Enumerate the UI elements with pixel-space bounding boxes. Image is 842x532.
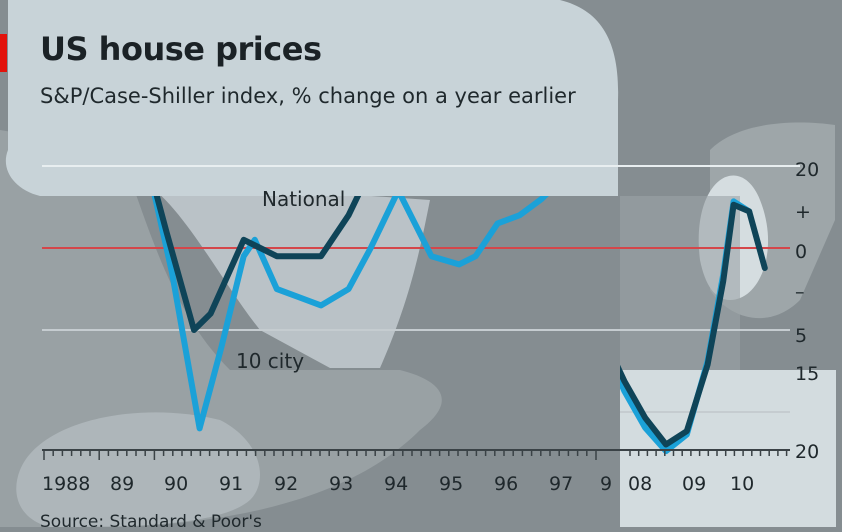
- chart-source: Source: Standard & Poor's: [40, 512, 262, 532]
- y-tick-label: 20: [795, 159, 819, 181]
- series-national-2007-10-line: [620, 201, 768, 448]
- series-national-line: [153, 196, 362, 333]
- chart-title: US house prices: [40, 30, 322, 68]
- x-tick-label: 92: [274, 473, 298, 495]
- x-tick-label: 93: [329, 473, 353, 495]
- y-tick-label: 0: [795, 241, 807, 263]
- accent-bar: [0, 34, 7, 72]
- x-axis-ticks: [42, 449, 790, 460]
- x-tick-label: 10: [730, 473, 754, 495]
- x-tick-label: 1988: [42, 473, 90, 495]
- x-tick-label: 09: [682, 473, 706, 495]
- y-tick-label: –: [795, 281, 805, 303]
- series-10-city-line: [151, 196, 549, 432]
- x-axis-labels: 1988 89 90 91 92 93 94 95 96 97 9 08 09 10: [42, 473, 754, 495]
- x-tick-label: 91: [219, 473, 243, 495]
- x-tick-label: 90: [164, 473, 188, 495]
- x-tick-label: 96: [494, 473, 518, 495]
- x-tick-label: 95: [439, 473, 463, 495]
- x-tick-label: 89: [110, 473, 134, 495]
- x-tick-label: 9: [600, 473, 612, 495]
- y-tick-label: 20: [795, 441, 819, 463]
- data-series: [151, 196, 768, 455]
- chart-subtitle: S&P/Case-Shiller index, % change on a ye…: [40, 84, 576, 108]
- panel-right-bottom: [620, 370, 836, 527]
- y-tick-label: +: [795, 201, 811, 223]
- x-tick-label: 08: [628, 473, 652, 495]
- annotation-10-city: 10 city: [236, 349, 304, 373]
- x-tick-label: 94: [384, 473, 408, 495]
- y-tick-label: 15: [795, 363, 819, 385]
- y-axis-labels: 20 +0 – 5 15 20: [795, 159, 819, 463]
- blob-bottom-left: [16, 412, 260, 527]
- x-tick-label: 97: [549, 473, 573, 495]
- blob-center: [140, 180, 430, 368]
- blob-header: [5, 0, 619, 196]
- y-tick-label: 5: [795, 325, 807, 347]
- annotation-national: National: [262, 187, 345, 211]
